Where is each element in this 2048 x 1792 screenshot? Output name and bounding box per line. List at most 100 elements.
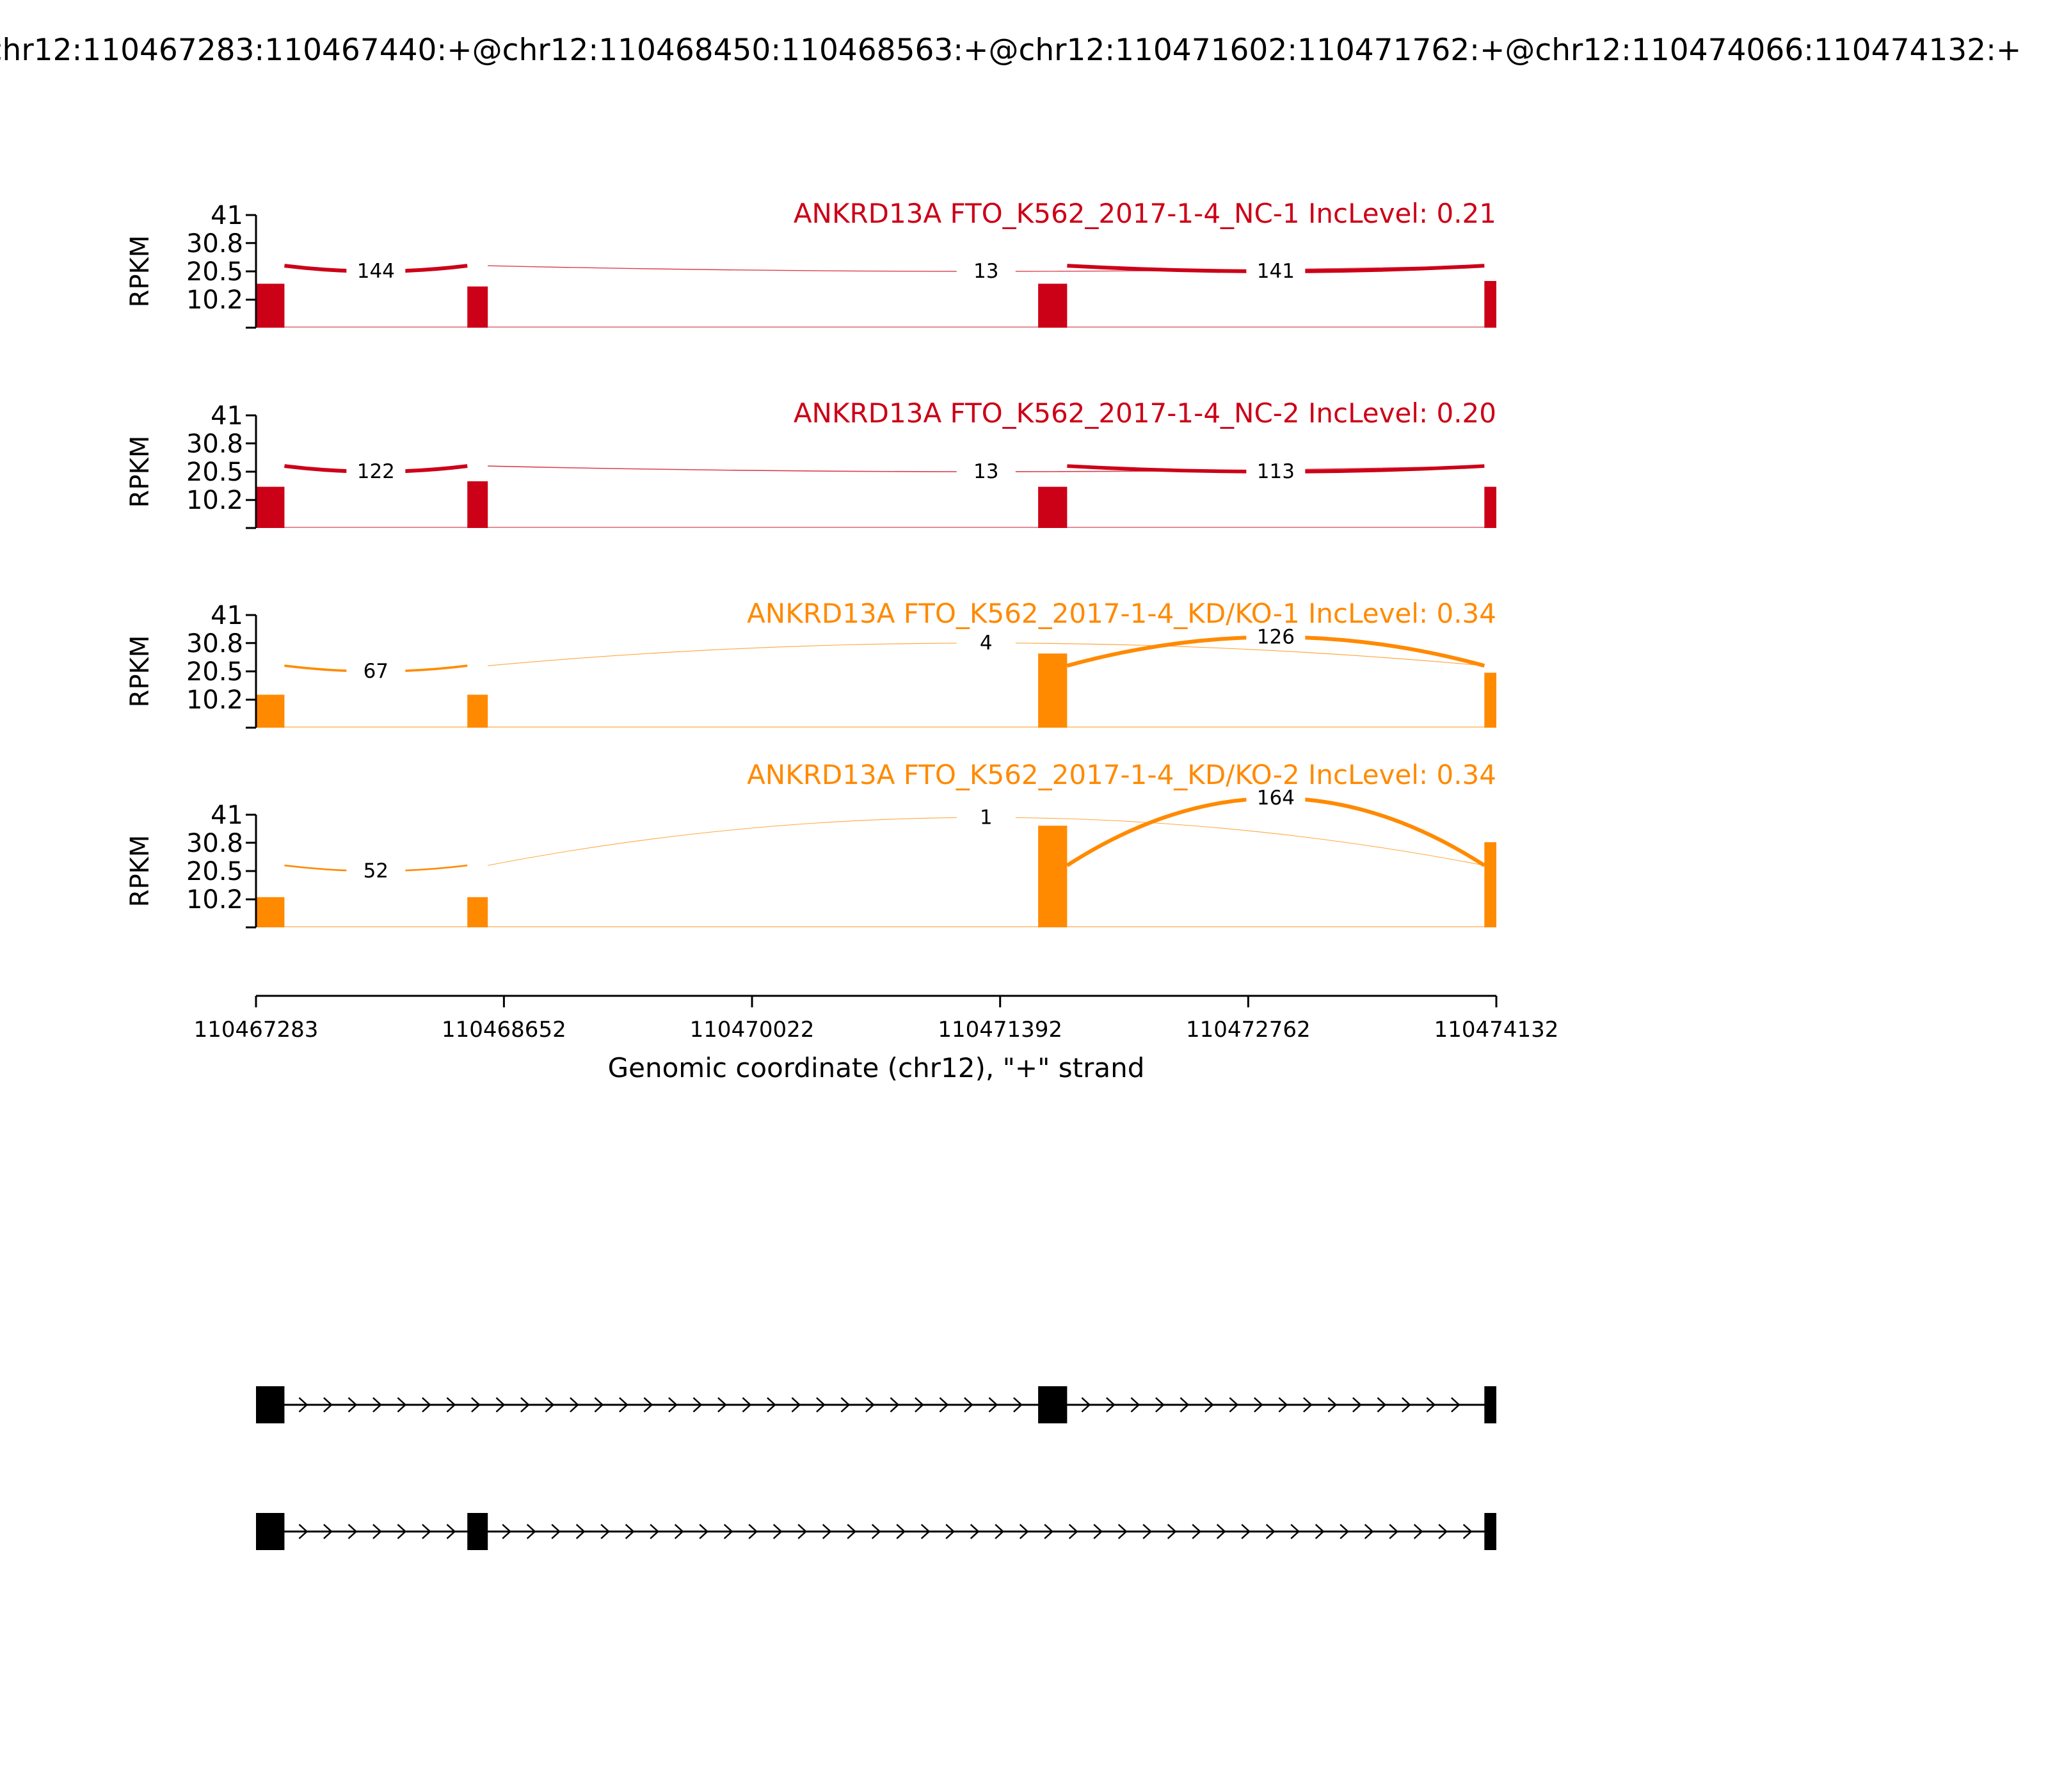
strand-arrow-icon bbox=[896, 1524, 906, 1539]
strand-arrow-icon bbox=[1013, 1397, 1023, 1412]
y-tick-label: 41 bbox=[211, 201, 243, 230]
strand-arrow-icon bbox=[1019, 1524, 1029, 1539]
strand-arrow-icon bbox=[1117, 1524, 1128, 1539]
strand-arrow-icon bbox=[915, 1397, 924, 1412]
strand-arrow-icon bbox=[643, 1397, 653, 1412]
x-tick-label: 110467283 bbox=[194, 1017, 319, 1043]
strand-arrow-icon bbox=[600, 1524, 611, 1539]
strand-arrow-icon bbox=[1426, 1397, 1436, 1412]
strand-arrow-icon bbox=[397, 1524, 407, 1539]
strand-arrow-icon bbox=[791, 1397, 801, 1412]
strand-arrow-icon bbox=[502, 1524, 512, 1539]
coverage-bar bbox=[1038, 486, 1068, 528]
strand-arrow-icon bbox=[1155, 1397, 1165, 1412]
strand-arrow-icon bbox=[674, 1524, 684, 1539]
coverage-bar bbox=[467, 286, 488, 328]
strand-arrow-icon bbox=[625, 1524, 635, 1539]
strand-arrow-icon bbox=[1044, 1524, 1054, 1539]
y-axis-label: RPKM bbox=[125, 636, 155, 708]
strand-arrow-icon bbox=[1204, 1397, 1214, 1412]
strand-arrow-icon bbox=[526, 1524, 536, 1539]
x-tick-label: 110474132 bbox=[1434, 1017, 1559, 1043]
coverage-bar bbox=[1484, 281, 1496, 328]
y-tick-label: 20.5 bbox=[186, 657, 243, 687]
junction-count: 122 bbox=[357, 460, 395, 483]
junction-count: 126 bbox=[1257, 625, 1295, 648]
strand-arrow-icon bbox=[742, 1397, 752, 1412]
strand-arrow-icon bbox=[650, 1524, 660, 1539]
strand-arrow-icon bbox=[1364, 1524, 1374, 1539]
y-axis-label: RPKM bbox=[125, 835, 155, 908]
y-tick-label: 41 bbox=[211, 601, 243, 630]
strand-arrow-icon bbox=[871, 1524, 881, 1539]
strand-arrow-icon bbox=[840, 1397, 851, 1412]
junction-label-bg bbox=[1246, 623, 1306, 649]
sample-label: ANKRD13A FTO_K562_2017-1-4_KD/KO-2 IncLe… bbox=[747, 759, 1496, 790]
y-tick-label: 20.5 bbox=[186, 458, 243, 487]
strand-arrow-icon bbox=[988, 1397, 998, 1412]
strand-arrow-icon bbox=[699, 1524, 709, 1539]
strand-arrow-icon bbox=[945, 1524, 956, 1539]
figure-title: chr12:110467283:110467440:+@chr12:110468… bbox=[0, 33, 2021, 68]
y-tick-label: 10.2 bbox=[186, 885, 243, 915]
isoform-track bbox=[256, 1386, 1496, 1550]
strand-arrow-icon bbox=[723, 1524, 733, 1539]
strand-arrow-icon bbox=[1142, 1524, 1153, 1539]
junction-label-bg bbox=[956, 458, 1016, 483]
strand-arrow-icon bbox=[668, 1397, 678, 1412]
junction-label-bg bbox=[346, 257, 406, 283]
strand-arrow-icon bbox=[471, 1397, 481, 1412]
coverage-bar bbox=[467, 694, 488, 728]
junction-count: 52 bbox=[364, 860, 388, 883]
strand-arrow-icon bbox=[1438, 1524, 1448, 1539]
strand-arrow-icon bbox=[619, 1397, 628, 1412]
strand-arrow-icon bbox=[890, 1397, 900, 1412]
exon-block bbox=[256, 1386, 285, 1423]
strand-arrow-icon bbox=[298, 1397, 308, 1412]
strand-arrow-icon bbox=[1180, 1397, 1190, 1412]
junction-label-bg bbox=[346, 458, 406, 483]
junction-label-bg bbox=[346, 857, 406, 883]
strand-arrow-icon bbox=[1106, 1397, 1116, 1412]
strand-arrow-icon bbox=[372, 1524, 382, 1539]
exon-block bbox=[1038, 1386, 1068, 1423]
y-tick-label: 41 bbox=[211, 401, 243, 431]
sample-panel: 122 13 113 10.220.530.841 RPKM ANKRD13A FTO_K… bbox=[125, 397, 1496, 529]
coverage-bar bbox=[1484, 486, 1496, 528]
strand-arrow-icon bbox=[298, 1524, 308, 1539]
junction-count: 4 bbox=[980, 632, 993, 655]
strand-arrow-icon bbox=[995, 1524, 1005, 1539]
x-tick-label: 110472762 bbox=[1186, 1017, 1311, 1043]
junction-count: 144 bbox=[357, 260, 395, 283]
coverage-bar bbox=[1484, 842, 1496, 927]
strand-arrow-icon bbox=[1278, 1397, 1288, 1412]
y-tick-label: 10.2 bbox=[186, 685, 243, 715]
strand-arrow-icon bbox=[1327, 1397, 1338, 1412]
strand-arrow-icon bbox=[372, 1397, 382, 1412]
strand-arrow-icon bbox=[323, 1524, 333, 1539]
x-tick-label: 110471392 bbox=[938, 1017, 1062, 1043]
strand-arrow-icon bbox=[1167, 1524, 1177, 1539]
coverage-bar bbox=[467, 897, 488, 927]
junction-label-bg bbox=[1246, 458, 1306, 483]
strand-arrow-icon bbox=[1352, 1397, 1362, 1412]
strand-arrow-icon bbox=[348, 1397, 358, 1412]
strand-arrow-icon bbox=[822, 1524, 832, 1539]
exon-block bbox=[1484, 1386, 1496, 1423]
strand-arrow-icon bbox=[964, 1397, 973, 1412]
strand-arrow-icon bbox=[446, 1524, 456, 1539]
strand-arrow-icon bbox=[446, 1397, 456, 1412]
strand-arrow-icon bbox=[865, 1397, 875, 1412]
strand-arrow-icon bbox=[1413, 1524, 1423, 1539]
strand-arrow-icon bbox=[1451, 1397, 1460, 1412]
strand-arrow-icon bbox=[422, 1397, 431, 1412]
strand-arrow-icon bbox=[1081, 1397, 1091, 1412]
strand-arrow-icon bbox=[323, 1397, 333, 1412]
junction-count: 13 bbox=[973, 260, 998, 283]
strand-arrow-icon bbox=[348, 1524, 358, 1539]
strand-arrow-icon bbox=[717, 1397, 727, 1412]
sample-label: ANKRD13A FTO_K562_2017-1-4_NC-2 IncLevel… bbox=[794, 397, 1496, 429]
strand-arrow-icon bbox=[570, 1397, 579, 1412]
strand-arrow-icon bbox=[939, 1397, 949, 1412]
